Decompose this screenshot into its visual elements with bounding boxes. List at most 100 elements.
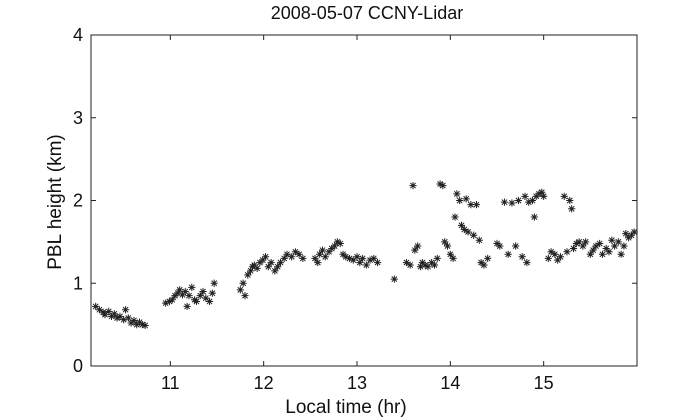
data-point: [176, 286, 184, 294]
data-point: [566, 196, 574, 205]
data-point: [480, 261, 488, 269]
data-point: [521, 192, 529, 200]
data-point: [256, 258, 264, 267]
data-point: [441, 238, 449, 246]
data-point: [560, 192, 568, 200]
data-point: [130, 316, 138, 325]
data-point: [467, 201, 475, 209]
data-point: [439, 182, 447, 190]
data-point: [390, 275, 398, 283]
data-point: [356, 258, 364, 267]
data-point: [514, 196, 523, 205]
data-point: [596, 239, 604, 248]
data-point: [174, 289, 182, 297]
data-point: [120, 316, 128, 324]
data-point: [107, 312, 116, 320]
data-point: [178, 291, 187, 299]
data-point: [424, 263, 432, 271]
data-point: [551, 250, 559, 258]
data-point: [625, 234, 633, 242]
data-point: [362, 261, 370, 269]
data-point: [579, 242, 587, 250]
data-point: [188, 283, 196, 291]
data-point: [127, 319, 135, 327]
data-point: [283, 250, 291, 258]
data-point: [328, 244, 336, 253]
data-point: [345, 254, 354, 263]
data-point: [250, 261, 258, 269]
data-point: [563, 248, 571, 256]
data-point: [342, 253, 350, 261]
data-point: [141, 321, 149, 330]
data-point: [349, 256, 357, 264]
data-point: [314, 258, 322, 267]
data-point: [210, 279, 218, 287]
data-point: [436, 180, 444, 188]
data-point: [241, 292, 249, 300]
data-point: [271, 267, 279, 275]
data-point: [406, 261, 414, 269]
data-point: [295, 250, 303, 258]
data-point: [171, 292, 179, 300]
data-point: [196, 292, 204, 300]
data-point: [433, 254, 441, 263]
y-tick-label: 2: [73, 191, 83, 211]
data-point: [530, 213, 538, 221]
data-point: [589, 246, 597, 254]
data-point: [325, 248, 333, 256]
data-point: [92, 302, 100, 311]
data-point: [572, 239, 580, 248]
data-point: [477, 258, 485, 267]
data-point: [101, 311, 109, 319]
data-point: [504, 250, 512, 258]
data-point: [462, 195, 470, 203]
data-point: [575, 238, 583, 246]
data-point: [183, 302, 191, 311]
data-point: [267, 258, 275, 267]
data-point: [411, 246, 419, 254]
data-point: [165, 297, 173, 306]
data-point: [199, 287, 207, 296]
x-tick-label: 14: [440, 373, 460, 393]
data-point: [318, 246, 327, 254]
data-point: [568, 205, 576, 213]
data-point: [556, 253, 565, 261]
data-point: [124, 314, 132, 322]
data-point: [353, 253, 361, 261]
data-point: [630, 228, 638, 236]
data-point: [121, 306, 130, 314]
y-tick-label: 0: [73, 356, 83, 376]
data-point: [316, 250, 324, 258]
data-point: [540, 192, 548, 200]
data-point: [236, 286, 244, 294]
data-point: [205, 297, 214, 306]
data-point: [472, 201, 481, 209]
data-point: [244, 271, 252, 279]
data-point: [280, 254, 288, 263]
data-point: [620, 242, 628, 250]
data-markers: [92, 180, 638, 330]
data-point: [336, 239, 344, 248]
data-point: [617, 250, 625, 258]
data-point: [582, 238, 590, 246]
data-point: [464, 228, 472, 236]
data-point: [264, 263, 272, 271]
data-point: [449, 254, 457, 263]
data-point: [535, 190, 543, 198]
data-point: [185, 292, 193, 300]
data-point: [525, 198, 533, 206]
x-tick-label: 12: [254, 373, 274, 393]
data-point: [208, 289, 216, 297]
data-point: [311, 254, 319, 263]
data-point: [402, 258, 411, 267]
data-point: [113, 314, 121, 322]
data-point: [592, 242, 600, 250]
x-tick-label: 15: [534, 373, 554, 393]
y-tick-label: 3: [73, 108, 83, 128]
data-point: [247, 267, 255, 275]
data-point: [366, 256, 374, 264]
chart-title: 2008-05-07 CCNY-Lidar: [271, 3, 463, 23]
